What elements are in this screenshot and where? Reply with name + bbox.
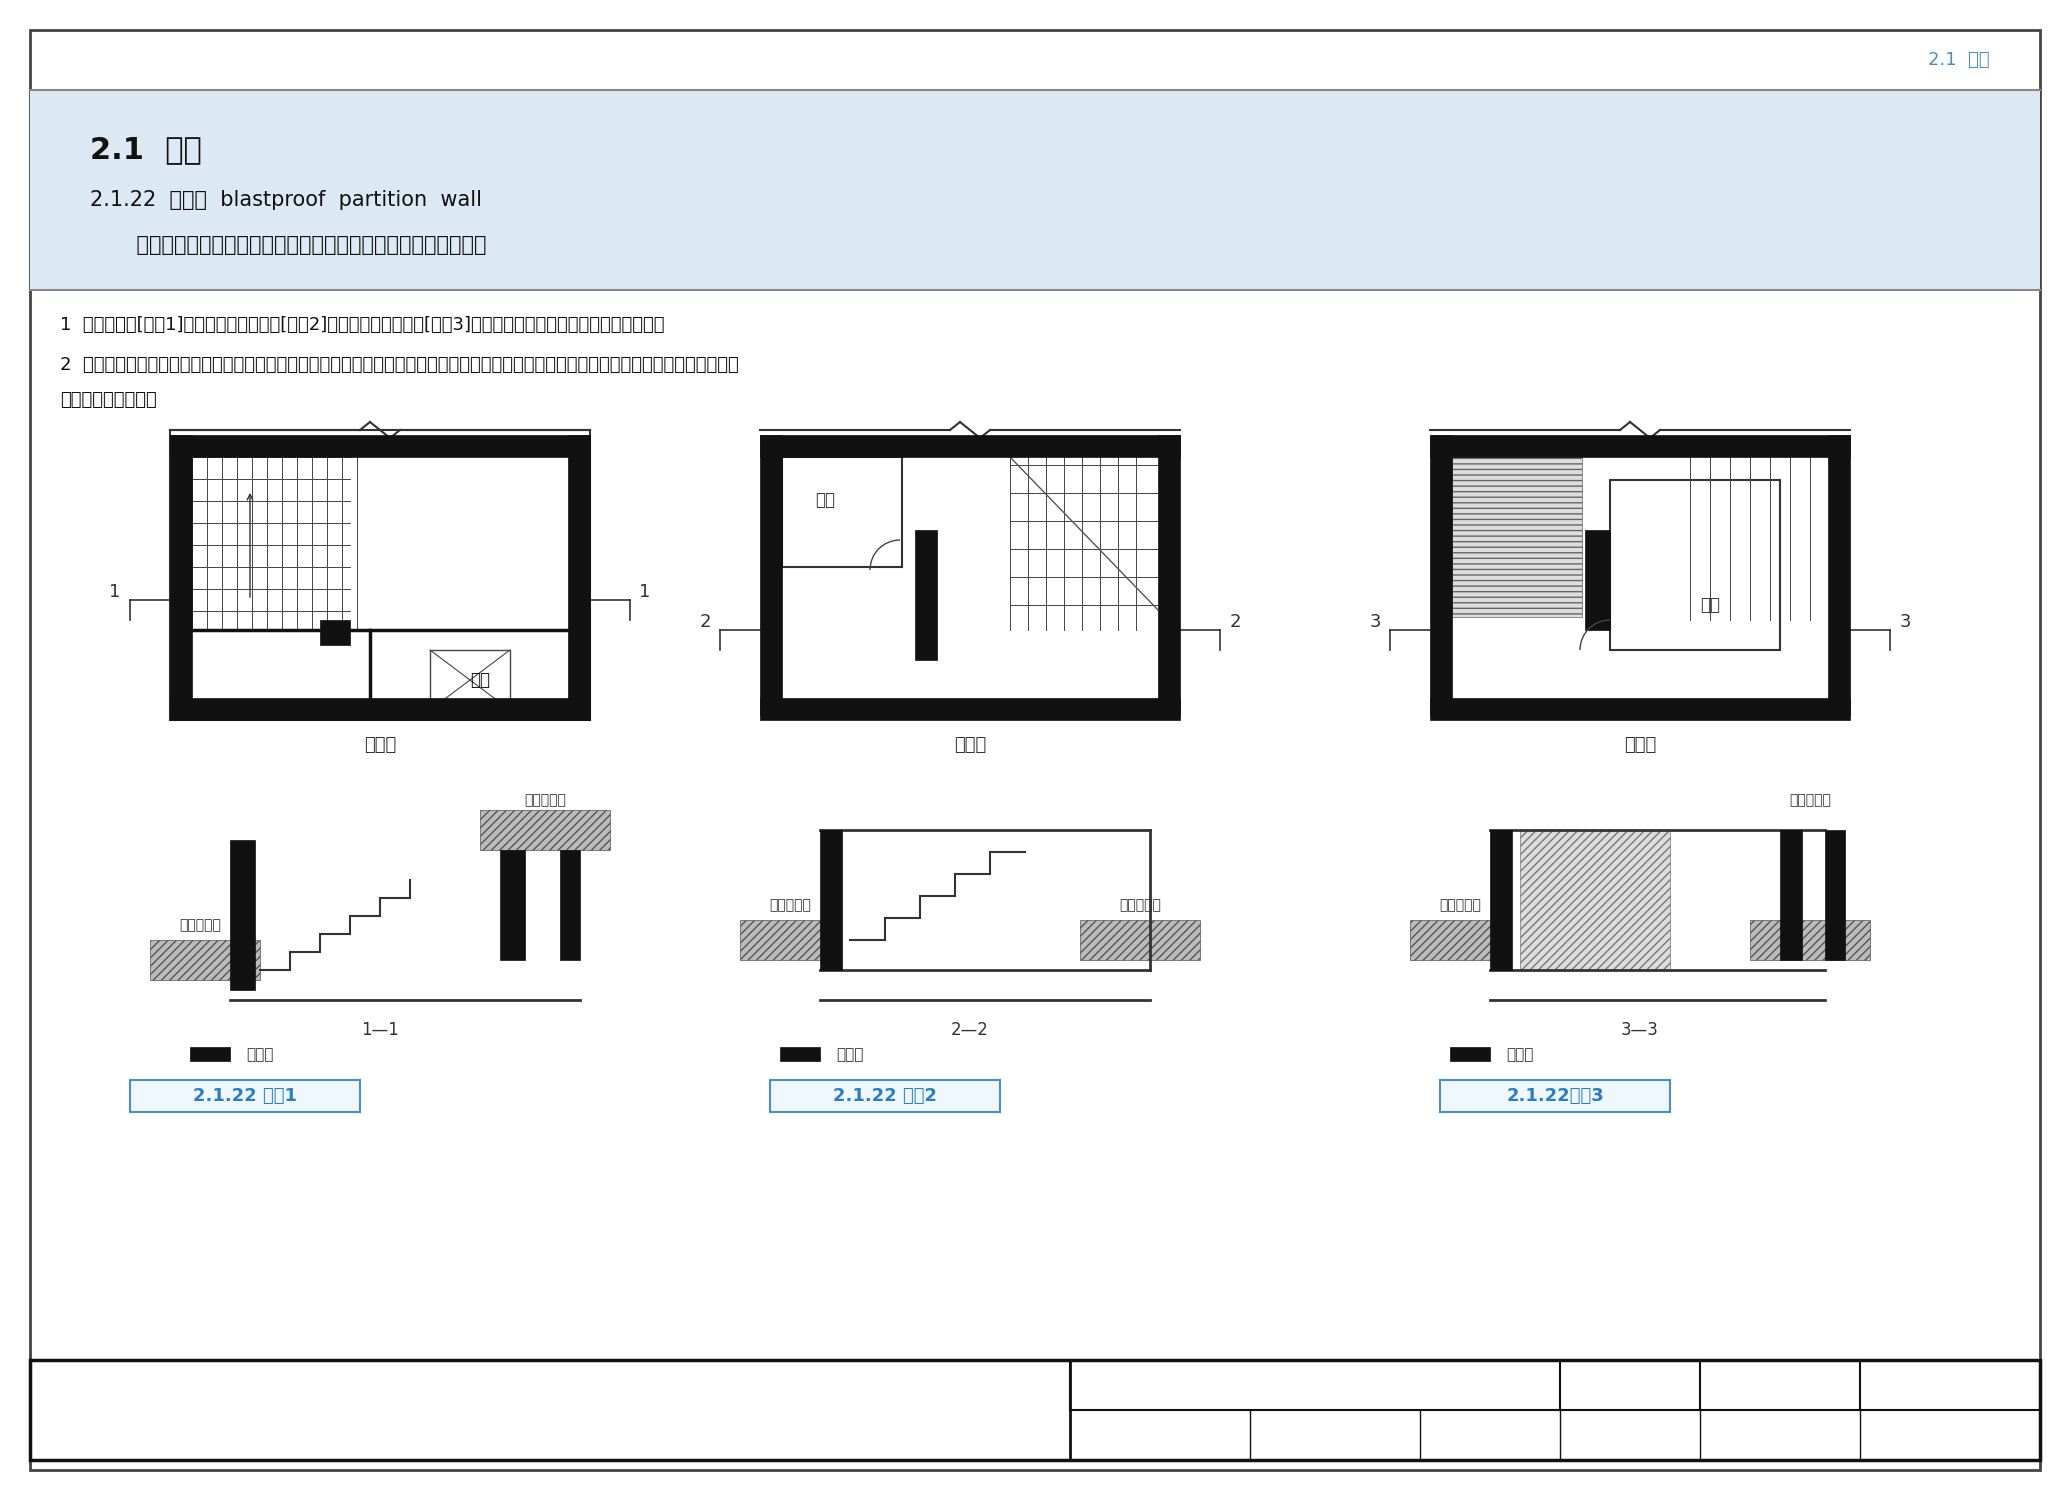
Text: 05SFS10: 05SFS10	[1667, 1375, 1753, 1395]
Bar	[319, 620, 350, 644]
Text: 2: 2	[1229, 613, 1241, 631]
Text: 设计: 设计	[1720, 1428, 1739, 1443]
Bar	[31, 90, 2040, 290]
Text: 室内: 室内	[1700, 597, 1720, 614]
Bar	[1585, 531, 1610, 629]
FancyBboxPatch shape	[770, 1079, 999, 1112]
Text: 赵贵华: 赵贵华	[1780, 1428, 1808, 1443]
Text: 2.1.22 图示2: 2.1.22 图示2	[834, 1087, 938, 1105]
Text: 2  临空墙的定义十分明确，墙的一侧为室内，另一侧为室外空气；而防护密闭门的门框墙可作为一种特殊的临空墙看待，在结构计算中与临空: 2 临空墙的定义十分明确，墙的一侧为室内，另一侧为室外空气；而防护密闭门的门框墙…	[59, 356, 739, 374]
Bar	[170, 698, 590, 721]
Text: 室内: 室内	[815, 490, 836, 508]
Text: 平面图: 平面图	[365, 736, 395, 753]
Text: 室层地平面: 室层地平面	[524, 792, 565, 807]
Text: 临空墙: 临空墙	[246, 1048, 274, 1063]
Text: 平面图: 平面图	[1624, 736, 1657, 753]
Text: 2.1  术语: 2.1 术语	[1929, 51, 1991, 69]
Bar	[559, 851, 580, 960]
Text: 临空墙: 临空墙	[836, 1048, 864, 1063]
Bar	[760, 435, 1180, 457]
Bar	[1430, 435, 1849, 457]
Text: 2.1  术语: 2.1 术语	[90, 136, 203, 164]
Bar	[170, 435, 193, 715]
Bar	[1430, 435, 1452, 715]
Bar	[915, 531, 938, 659]
Bar	[190, 1046, 229, 1061]
Bar	[1452, 457, 1581, 617]
Bar	[782, 457, 901, 567]
Bar	[1780, 830, 1802, 960]
Bar	[479, 810, 610, 851]
Text: 1  室内出入口[图示1]、独立式室外出入口[图示2]、附壁式室外出入口[图示3]三种口部形式的临空墙示意分别见图示；: 1 室内出入口[图示1]、独立式室外出入口[图示2]、附壁式室外出入口[图示3]…	[59, 315, 664, 333]
Bar	[1450, 1046, 1491, 1061]
Bar	[1491, 830, 1511, 970]
Text: 1: 1	[639, 583, 651, 601]
Text: 2.1.22  临空墙  blastproof  partition  wall: 2.1.22 临空墙 blastproof partition wall	[90, 190, 481, 209]
Text: 术语-2.1.22: 术语-2.1.22	[449, 1366, 651, 1404]
Text: 室外地平面: 室外地平面	[1440, 898, 1481, 912]
FancyBboxPatch shape	[1440, 1079, 1669, 1112]
Text: 墙的计算有所不同。: 墙的计算有所不同。	[59, 392, 158, 410]
Text: 乔竜u91c7: 乔竜u91c7	[1575, 1428, 1640, 1443]
Bar	[760, 435, 782, 715]
Text: 校对: 校对	[1440, 1428, 1458, 1443]
Text: 3: 3	[1370, 613, 1380, 631]
Bar	[150, 940, 260, 981]
Bar	[229, 840, 256, 990]
Bar	[430, 650, 510, 710]
Bar	[1409, 919, 1509, 960]
Bar	[31, 1360, 2040, 1461]
Text: 3—3: 3—3	[1622, 1021, 1659, 1039]
Bar	[567, 435, 590, 715]
Text: 13: 13	[1935, 1375, 1964, 1395]
Text: 审核: 审核	[1090, 1428, 1108, 1443]
Text: 室层地平面: 室层地平面	[770, 898, 811, 912]
Text: 差重平: 差重平	[1876, 1428, 1903, 1443]
Text: 3: 3	[1898, 613, 1911, 631]
Text: 王烧东: 王烧东	[1499, 1428, 1528, 1443]
Bar	[170, 435, 590, 457]
Text: 室外地平面: 室外地平面	[178, 918, 221, 931]
Text: 2: 2	[698, 613, 711, 631]
Bar	[1825, 830, 1845, 960]
Bar	[1079, 919, 1200, 960]
FancyBboxPatch shape	[129, 1079, 360, 1112]
Bar	[780, 1046, 819, 1061]
Text: 2.1.22 图示1: 2.1.22 图示1	[193, 1087, 297, 1105]
Text: 1: 1	[109, 583, 121, 601]
Text: 页: 页	[1776, 1375, 1786, 1393]
Text: 王厚军: 王厚军	[1280, 1428, 1307, 1443]
Bar	[1430, 698, 1849, 721]
Bar	[760, 698, 1180, 721]
Text: 1—1: 1—1	[360, 1021, 399, 1039]
Text: 室内: 室内	[469, 671, 489, 689]
Bar	[1610, 480, 1780, 650]
Text: 平面图: 平面图	[954, 736, 987, 753]
Bar	[1829, 435, 1849, 715]
Text: 马希荣: 马希荣	[1169, 1428, 1198, 1443]
Text: 室层地平面: 室层地平面	[1790, 792, 1831, 807]
Text: 临空墙: 临空墙	[1507, 1048, 1534, 1063]
Bar	[739, 919, 840, 960]
Bar	[1520, 830, 1669, 970]
Text: 2.1.22图示3: 2.1.22图示3	[1505, 1087, 1604, 1105]
Text: 室外地平面: 室外地平面	[1118, 898, 1161, 912]
Text: 2—2: 2—2	[950, 1021, 989, 1039]
Bar	[819, 830, 842, 970]
Bar	[500, 851, 524, 960]
Text: 一侧直接受空气冲击波作用，另一侧为防空地下室内部的墙体。: 一侧直接受空气冲击波作用，另一侧为防空地下室内部的墙体。	[111, 235, 487, 256]
Text: 图集号: 图集号	[1298, 1375, 1331, 1393]
Bar	[1157, 435, 1180, 715]
Bar	[1749, 919, 1870, 960]
